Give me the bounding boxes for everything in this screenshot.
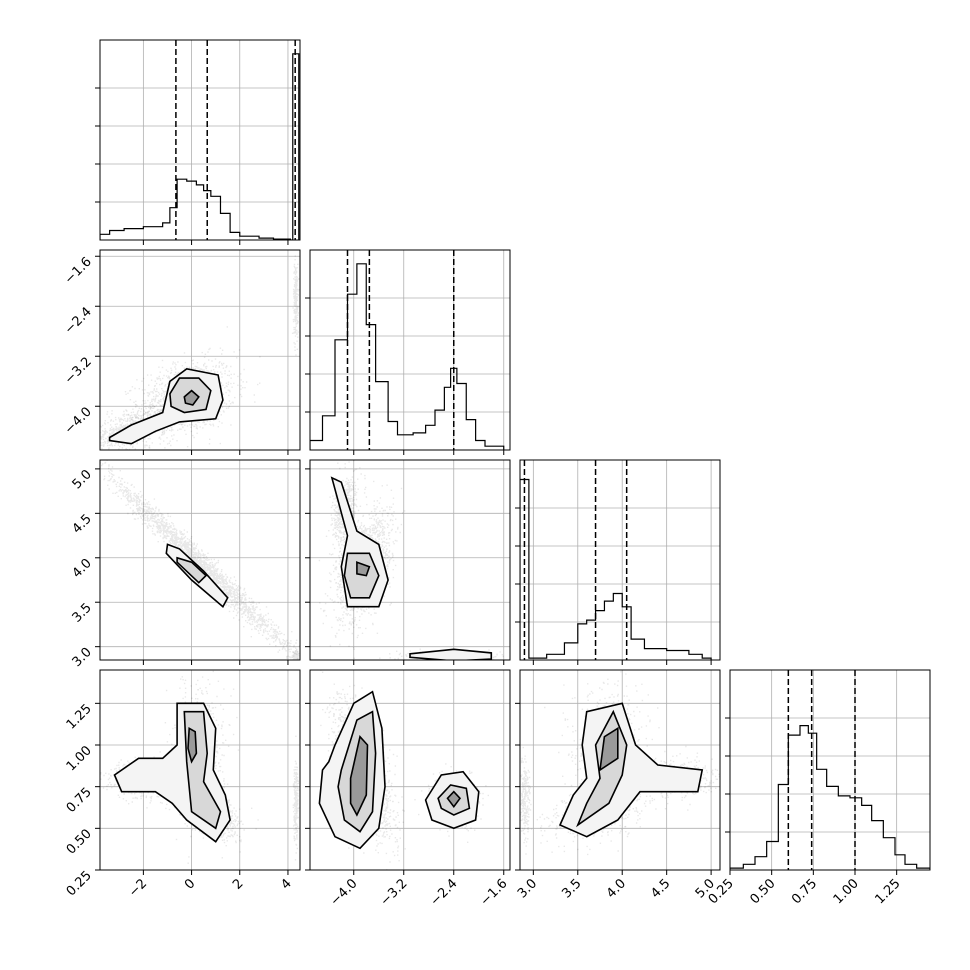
scatter-cluster	[291, 255, 300, 356]
scatter-cluster	[325, 460, 367, 563]
scatter-panel-1-2	[305, 459, 511, 665]
x-tick-label: 1.00	[831, 876, 862, 907]
y-tick-label: 1.00	[64, 743, 95, 774]
x-tick-label: 2	[230, 876, 246, 892]
scatter-panel-0-2	[95, 459, 301, 665]
y-tick-label: 1.25	[64, 702, 95, 733]
scatter-cluster	[292, 735, 300, 861]
panel-frame	[99, 669, 301, 871]
histogram-step-2	[520, 478, 712, 660]
hist-panel-1-content	[310, 250, 510, 450]
x-tick-label: −2	[126, 876, 150, 900]
hist-panel-0-content	[100, 40, 300, 240]
x-tick-label: 0.75	[789, 876, 820, 907]
scatter-points	[100, 460, 300, 660]
x-tick-label: 3.0	[515, 876, 540, 901]
y-tick-label: 4.0	[70, 556, 95, 581]
panel-frame	[309, 459, 511, 661]
y-tick-label: 0.75	[64, 785, 95, 816]
hist-panel-3	[725, 669, 931, 875]
scatter-panel-0-1	[95, 249, 301, 455]
panel-frame	[99, 39, 301, 241]
y-tick-label: 3.0	[70, 645, 95, 670]
y-tick-label: 0.50	[64, 827, 95, 858]
panel-frame	[99, 249, 301, 451]
scatter-points	[520, 746, 533, 855]
y-tick-label: 5.0	[70, 467, 95, 492]
y-tick-label: −1.6	[62, 254, 95, 287]
scatter-panel-2-3-content	[520, 670, 720, 870]
hist-panel-1	[305, 249, 511, 455]
histogram-step-1	[310, 263, 505, 450]
scatter-points	[325, 460, 367, 563]
scatter-panel-0-1-content	[100, 250, 300, 450]
scatter-points	[292, 735, 300, 861]
x-tick-label: 3.5	[559, 876, 584, 901]
y-tick-label: −4.0	[62, 404, 95, 437]
scatter-panel-0-2-content	[100, 460, 300, 660]
contour-level	[409, 648, 493, 660]
panel-frame	[729, 669, 931, 871]
x-tick-label: −3.2	[378, 876, 411, 909]
scatter-points	[291, 255, 300, 356]
x-tick-label: 1.25	[872, 876, 903, 907]
scatter-points	[291, 647, 300, 660]
contour-level	[349, 735, 369, 817]
histogram-step-3	[730, 725, 930, 870]
scatter-cluster	[318, 480, 406, 659]
x-tick-label: 4	[278, 876, 294, 892]
scatter-panel-1-3	[305, 669, 511, 875]
histogram-step-0	[100, 53, 300, 240]
scatter-panel-1-3-content	[310, 670, 510, 870]
x-tick-label: −2.4	[428, 876, 461, 909]
contour-level	[343, 552, 380, 599]
y-tick-label: −2.4	[62, 304, 95, 337]
scatter-cluster	[291, 647, 300, 660]
x-tick-label: 0	[182, 876, 198, 892]
hist-panel-0	[95, 39, 301, 245]
panel-frame	[519, 669, 721, 871]
x-tick-label: 4.5	[648, 876, 673, 901]
x-tick-label: 4.0	[604, 876, 629, 901]
contour-level	[598, 726, 619, 772]
hist-panel-2-content	[520, 460, 720, 660]
y-tick-label: −3.2	[62, 354, 95, 387]
contour-level	[356, 561, 371, 577]
y-tick-label: 0.25	[64, 868, 95, 899]
y-tick-label: 4.5	[70, 512, 95, 537]
panel-frame	[519, 459, 721, 661]
contour-level	[183, 389, 200, 406]
panel-frame	[99, 459, 301, 661]
x-tick-label: 0.50	[747, 876, 778, 907]
contour-level	[187, 726, 198, 764]
contour-level	[176, 556, 208, 584]
panel-frame	[309, 249, 511, 451]
panel-frame	[309, 669, 511, 871]
scatter-points	[318, 480, 406, 659]
contour-level	[446, 790, 462, 809]
y-tick-label: 3.5	[70, 600, 95, 625]
scatter-panel-1-2-content	[310, 460, 510, 660]
scatter-cluster	[520, 746, 533, 855]
scatter-cluster	[100, 460, 300, 660]
scatter-panel-0-3-content	[100, 670, 300, 870]
x-tick-label: −4.0	[328, 876, 361, 909]
x-tick-label: −1.6	[478, 876, 511, 909]
hist-panel-3-content	[730, 670, 930, 870]
scatter-panel-2-3	[515, 669, 721, 875]
hist-panel-2	[515, 459, 721, 665]
scatter-panel-0-3	[95, 669, 301, 875]
